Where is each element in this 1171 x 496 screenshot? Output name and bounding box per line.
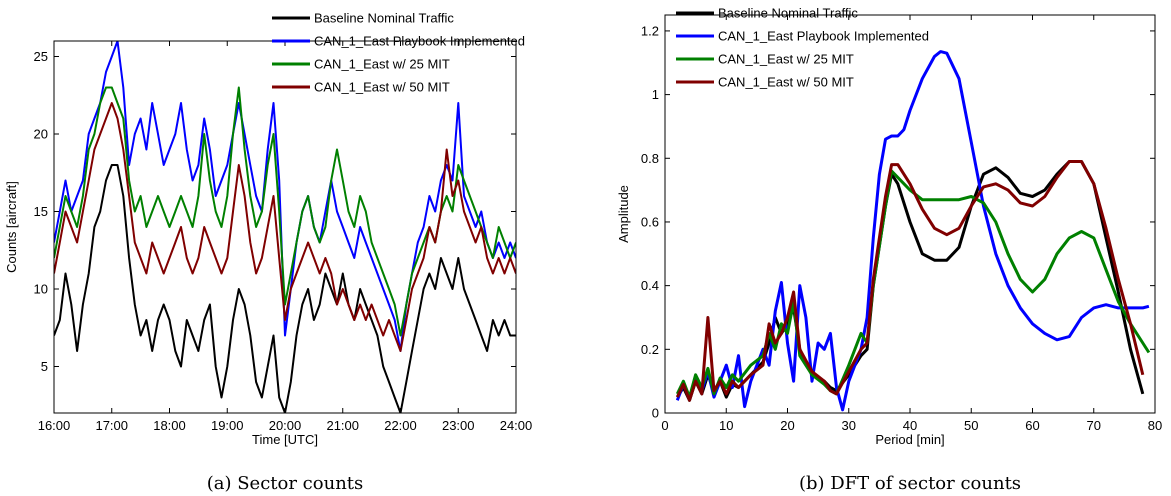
y-tick-label: 1.2: [641, 23, 659, 38]
y-axis-label: Amplitude: [616, 185, 631, 243]
legend-entry: Baseline Nominal Traffic: [718, 6, 858, 21]
series-line-mit50: [54, 102, 516, 352]
x-tick-label: 23:00: [442, 418, 475, 433]
x-tick-label: 16:00: [38, 418, 71, 433]
x-tick-label: 22:00: [384, 418, 417, 433]
figure-caption: (a) Sector counts: [207, 473, 364, 494]
x-tick-label: 24:00: [500, 418, 533, 433]
legend-entry: CAN_1_East Playbook Implemented: [718, 29, 929, 44]
y-tick-label: 0: [652, 406, 659, 421]
y-tick-label: 10: [34, 282, 48, 297]
x-tick-label: 40: [903, 418, 917, 433]
x-axis-label: Time [UTC]: [252, 432, 318, 447]
x-tick-label: 17:00: [95, 418, 128, 433]
y-tick-label: 15: [34, 204, 48, 219]
x-tick-label: 20:00: [269, 418, 302, 433]
panel-dft-sector-counts: 0 10 20 30 40 50 60 70 80 0 0.2 0.4 0.6 0.8 1 1.2 Period…: [616, 6, 1162, 495]
series-group: [675, 50, 1151, 412]
x-tick-label: 70: [1087, 418, 1101, 433]
x-tick-label: 20: [780, 418, 794, 433]
series-line-baseline: [676, 160, 1145, 402]
y-tick-label: 1: [652, 87, 659, 102]
x-axis-label: Period [min]: [875, 432, 944, 447]
x-tick-label: 80: [1148, 418, 1162, 433]
x-tick-label: 0: [661, 418, 668, 433]
y-tick-label: 5: [41, 359, 48, 374]
series-line-mit25: [675, 169, 1151, 399]
series-line-playbook: [54, 41, 516, 352]
y-tick-label: 0.8: [641, 151, 659, 166]
series-line-mit25: [54, 86, 516, 337]
legend: Baseline Nominal Traffic CAN_1_East Playb…: [272, 11, 525, 95]
x-tick-label: 60: [1025, 418, 1039, 433]
x-tick-label: 18:00: [153, 418, 186, 433]
series-line-baseline: [54, 164, 516, 413]
series-line-mit50: [675, 160, 1145, 402]
x-tick-label: 50: [964, 418, 978, 433]
series-group: [54, 41, 516, 413]
x-tick-label: 10: [719, 418, 733, 433]
x-tick-label: 19:00: [211, 418, 244, 433]
panel-sector-counts: 16:00 17:00 18:00 19:00 20:00 21:00 22:00 23:00…: [4, 11, 532, 495]
legend-entry: CAN_1_East w/ 50 MIT: [314, 80, 450, 95]
legend-entry: CAN_1_East w/ 50 MIT: [718, 75, 854, 90]
y-tick-label: 25: [34, 49, 48, 64]
figure-caption: (b) DFT of sector counts: [799, 473, 1021, 494]
x-tick-label: 21:00: [326, 418, 359, 433]
y-tick-label: 20: [34, 127, 48, 142]
legend: Baseline Nominal Traffic CAN_1_East Playb…: [676, 6, 929, 90]
series-line-playbook: [675, 50, 1150, 412]
y-tick-label: 0.2: [641, 342, 659, 357]
y-tick-label: 0.4: [641, 278, 659, 293]
legend-entry: CAN_1_East w/ 25 MIT: [314, 57, 450, 72]
legend-entry: Baseline Nominal Traffic: [314, 11, 454, 26]
y-axis-label: Counts [aircraft]: [4, 181, 19, 273]
legend-entry: CAN_1_East w/ 25 MIT: [718, 52, 854, 67]
x-tick-label: 30: [842, 418, 856, 433]
y-tick-label: 0.6: [641, 214, 659, 229]
legend-entry: CAN_1_East Playbook Implemented: [314, 34, 525, 49]
